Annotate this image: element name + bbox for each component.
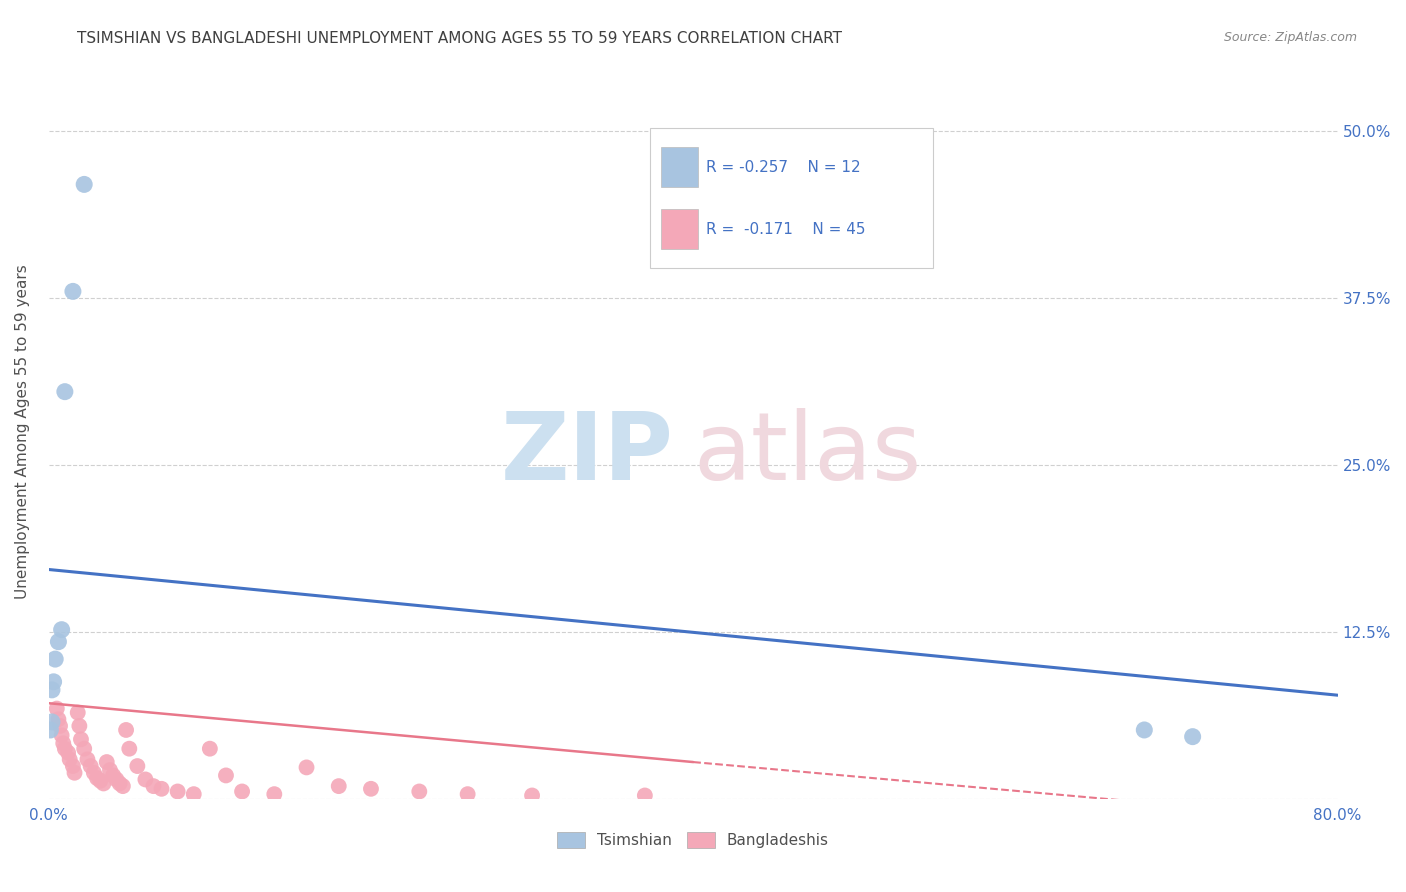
Point	[59, 752, 82, 766]
Point	[108, 776, 131, 790]
Point	[89, 773, 111, 788]
Point	[115, 723, 138, 737]
Point	[48, 634, 70, 648]
Point	[53, 384, 76, 399]
Point	[166, 784, 188, 798]
Point	[263, 787, 285, 801]
Point	[62, 285, 84, 299]
Point	[520, 789, 543, 803]
Point	[98, 763, 121, 777]
Point	[634, 789, 657, 803]
Point	[83, 765, 105, 780]
Point	[56, 746, 79, 760]
Point	[134, 772, 156, 787]
Point	[1181, 730, 1204, 744]
Point	[39, 723, 62, 737]
Point	[215, 768, 238, 782]
Point	[96, 755, 118, 769]
Point	[142, 779, 165, 793]
Point	[118, 741, 141, 756]
Text: atlas: atlas	[693, 408, 921, 500]
Y-axis label: Unemployment Among Ages 55 to 59 years: Unemployment Among Ages 55 to 59 years	[15, 264, 30, 599]
Point	[51, 728, 73, 742]
Point	[408, 784, 430, 798]
Point	[66, 706, 89, 720]
Text: ZIP: ZIP	[501, 408, 673, 500]
Point	[73, 741, 96, 756]
Point	[63, 765, 86, 780]
Point	[231, 784, 253, 798]
Legend: Tsimshian, Bangladeshis: Tsimshian, Bangladeshis	[551, 826, 835, 855]
Point	[457, 787, 479, 801]
Text: R = -0.257    N = 12: R = -0.257 N = 12	[706, 160, 860, 175]
Point	[93, 776, 115, 790]
Point	[51, 623, 73, 637]
Point	[45, 701, 67, 715]
Point	[70, 732, 93, 747]
Point	[44, 652, 66, 666]
Point	[328, 779, 350, 793]
Point	[52, 736, 75, 750]
Point	[42, 674, 65, 689]
Point	[198, 741, 221, 756]
Point	[111, 779, 134, 793]
Point	[183, 787, 205, 801]
Point	[76, 752, 98, 766]
Point	[41, 714, 63, 729]
Point	[62, 759, 84, 773]
Text: TSIMSHIAN VS BANGLADESHI UNEMPLOYMENT AMONG AGES 55 TO 59 YEARS CORRELATION CHAR: TSIMSHIAN VS BANGLADESHI UNEMPLOYMENT AM…	[77, 31, 842, 46]
Point	[79, 759, 101, 773]
Point	[41, 682, 63, 697]
Point	[150, 781, 173, 796]
Point	[295, 760, 318, 774]
Point	[360, 781, 382, 796]
Point	[49, 719, 72, 733]
Point	[53, 741, 76, 756]
Point	[73, 178, 96, 192]
Point	[1133, 723, 1156, 737]
Text: Source: ZipAtlas.com: Source: ZipAtlas.com	[1223, 31, 1357, 45]
Text: R =  -0.171    N = 45: R = -0.171 N = 45	[706, 221, 866, 236]
Point	[86, 771, 108, 785]
Point	[48, 712, 70, 726]
Point	[67, 719, 90, 733]
Point	[105, 772, 128, 787]
Point	[127, 759, 149, 773]
Point	[103, 768, 125, 782]
